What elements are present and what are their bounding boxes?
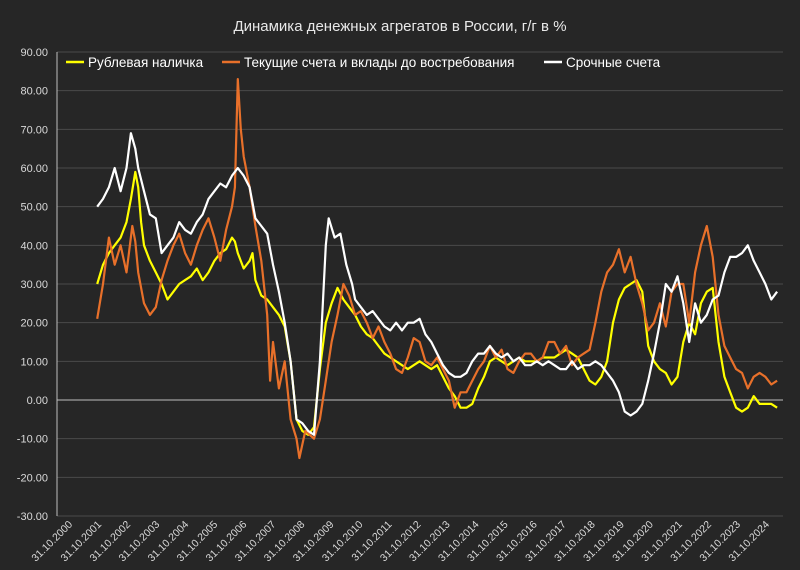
y-tick-label: -30.00 [17, 511, 48, 523]
series-line-2 [96, 132, 778, 436]
y-tick-label: 30.00 [20, 279, 48, 291]
legend: Рублевая наличка Текущие счета и вклады д… [66, 55, 661, 70]
y-tick-label: 50.00 [20, 202, 48, 214]
series-line-0 [96, 170, 778, 436]
y-tick-label: 60.00 [20, 163, 48, 175]
legend-label-0: Рублевая наличка [88, 55, 204, 70]
series-line-1 [96, 78, 778, 460]
y-tick-label: -10.00 [17, 434, 48, 446]
y-tick-label: 70.00 [20, 124, 48, 136]
y-axis-ticks: 90.00 80.00 70.00 60.00 50.00 40.00 30.00 20.00… [17, 47, 48, 523]
legend-label-2: Срочные счета [566, 55, 661, 70]
grid [56, 51, 783, 517]
y-tick-label: -20.00 [17, 472, 48, 484]
series-lines [96, 78, 778, 460]
y-tick-label: 20.00 [20, 318, 48, 330]
y-tick-label: 0.00 [27, 395, 48, 407]
y-tick-label: 90.00 [20, 47, 48, 59]
chart-title: Динамика денежных агрегатов в России, г/… [233, 18, 566, 35]
y-tick-label: 40.00 [20, 240, 48, 252]
y-tick-label: 10.00 [20, 356, 48, 368]
y-tick-label: 80.00 [20, 86, 48, 98]
legend-label-1: Текущие счета и вклады до востребования [244, 55, 514, 70]
